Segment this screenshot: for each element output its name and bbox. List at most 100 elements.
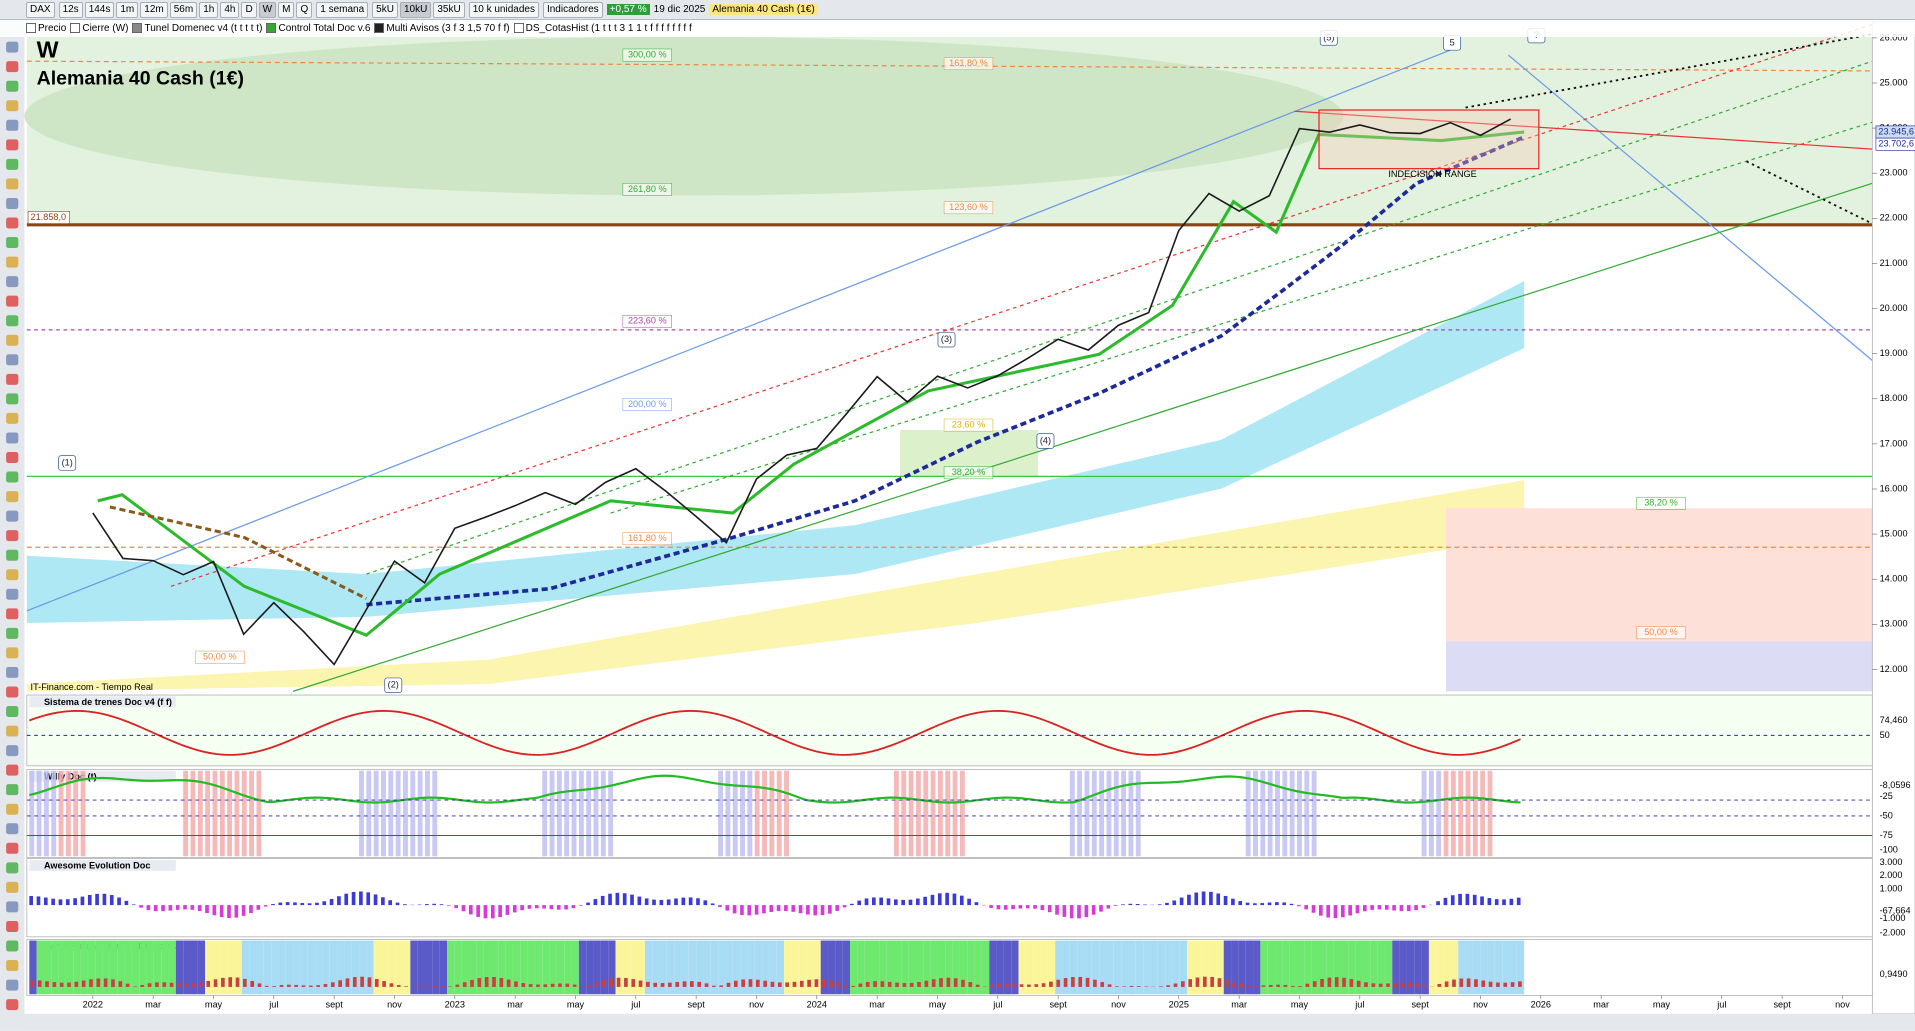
histogram-bar [1238, 901, 1243, 906]
timeframe-button[interactable]: D [241, 1, 257, 18]
legend-item[interactable]: DS_CotasHist (1 t t t 3 1 1 t f f f f f … [513, 23, 692, 34]
force-bar [1159, 986, 1163, 987]
histogram-bar [29, 895, 33, 906]
histogram-bar [1458, 893, 1462, 906]
stripe [359, 770, 364, 857]
stripe [1289, 770, 1295, 857]
x-tick-label: nov [1473, 1000, 1488, 1010]
force-block [600, 940, 609, 995]
stripe [901, 770, 907, 857]
histogram-bar [1135, 904, 1140, 906]
legend-item[interactable]: Control Total Doc v.6 [266, 23, 370, 34]
timeframe-button[interactable]: M [278, 1, 295, 18]
force-bar [741, 979, 745, 987]
tool-icon [6, 627, 19, 639]
force-block [234, 940, 242, 995]
histogram-bar [373, 894, 378, 906]
histogram-bar [703, 900, 708, 906]
histogram-bar [784, 905, 788, 912]
force-bar [865, 981, 870, 987]
histogram-bar [300, 903, 305, 906]
force-bar [624, 978, 628, 987]
timeframe-button[interactable]: W [258, 1, 277, 18]
x-tick-label: 2022 [83, 1000, 103, 1010]
force-block [1406, 940, 1415, 995]
stripe [1282, 770, 1288, 857]
indicators[interactable]: Indicadores [542, 1, 603, 18]
stripe [564, 770, 570, 857]
panel-tick-label: 0,9490 [1880, 969, 1908, 979]
histogram-bar [227, 905, 231, 919]
force-bar [829, 980, 833, 987]
force-bar [1298, 986, 1302, 987]
legend-item[interactable]: Precio [26, 23, 66, 34]
stripe [1135, 770, 1141, 857]
force-bar [990, 984, 995, 987]
symbol[interactable]: DAX [26, 1, 55, 18]
timeframe-button[interactable]: 4h [220, 1, 240, 18]
force-bar [330, 982, 335, 987]
histogram-bar [1077, 905, 1081, 919]
stripe [718, 770, 724, 857]
force-block [505, 940, 513, 995]
force-block [1421, 940, 1429, 995]
y-tick-label: 20.000 [1880, 303, 1908, 313]
x-tick-label: sept [1049, 1000, 1067, 1010]
instrument: Alemania 40 Cash (1€) [709, 4, 818, 15]
force-block [1487, 940, 1495, 995]
force-block [1209, 940, 1217, 995]
force-block [666, 940, 675, 995]
histogram-bar [131, 904, 136, 906]
force-bar [1364, 982, 1368, 987]
legend-item[interactable]: Tunel Domenec v4 (t t t t t) [132, 23, 262, 34]
timeframe-button[interactable]: Q [296, 1, 313, 18]
force-bar [1027, 984, 1031, 987]
unit-size[interactable]: 10 k unidades [468, 1, 539, 18]
histogram-bar [1047, 905, 1052, 913]
stripe [190, 770, 196, 857]
stripe [219, 770, 225, 857]
stripe [1106, 770, 1112, 857]
units: 5kU 10kU 35kU [372, 1, 465, 18]
timeframe-button[interactable]: 12s [58, 1, 83, 18]
force-block [490, 940, 499, 995]
force-bar [235, 977, 240, 987]
histogram-bar [51, 898, 55, 906]
force-bar [1496, 982, 1500, 987]
force-bar [279, 985, 284, 987]
histogram-bar [205, 905, 209, 914]
histogram-bar [417, 904, 422, 906]
legend-item[interactable]: Multi Avisos (3 f 3 1,5 70 f f) [374, 23, 510, 34]
x-tick-label: sept [326, 1000, 344, 1010]
histogram-bar [1099, 905, 1103, 912]
unit-button[interactable]: 10kU [399, 1, 432, 18]
fib-label: 200,00 % [628, 399, 667, 409]
stripe [1450, 770, 1456, 857]
force-bar [1100, 982, 1105, 987]
x-tick-label: mar [145, 1000, 161, 1010]
tool-icon [6, 119, 19, 131]
panel-tick-label: 3.000 [1880, 857, 1903, 867]
legend-item[interactable]: Cierre (W) [70, 23, 128, 34]
force-block [344, 940, 352, 995]
fib-box [943, 201, 994, 215]
unit-button[interactable]: 35kU [433, 1, 465, 18]
trend-line [1294, 110, 1873, 150]
timeframe-button[interactable]: 144s [84, 1, 115, 18]
timeframe-button[interactable]: 1h [199, 1, 219, 18]
histogram-bar [857, 900, 862, 906]
fib-label: 300,00 % [628, 49, 667, 59]
period[interactable]: 1 semana [316, 1, 369, 18]
unit-button[interactable]: 5kU [372, 1, 398, 18]
force-bar [873, 981, 877, 987]
histogram-bar [1348, 905, 1352, 916]
timeframe-button[interactable]: 12m [140, 1, 168, 18]
timeframe-button[interactable]: 1m [116, 1, 139, 18]
force-bar [1481, 980, 1486, 987]
tool-icon [6, 725, 19, 737]
legend-text: Control Total Doc v.6 [278, 23, 371, 34]
timeframe-button[interactable]: 56m [169, 1, 198, 18]
panel-tick-label: 1.000 [1880, 884, 1903, 894]
fib-box [943, 418, 994, 432]
